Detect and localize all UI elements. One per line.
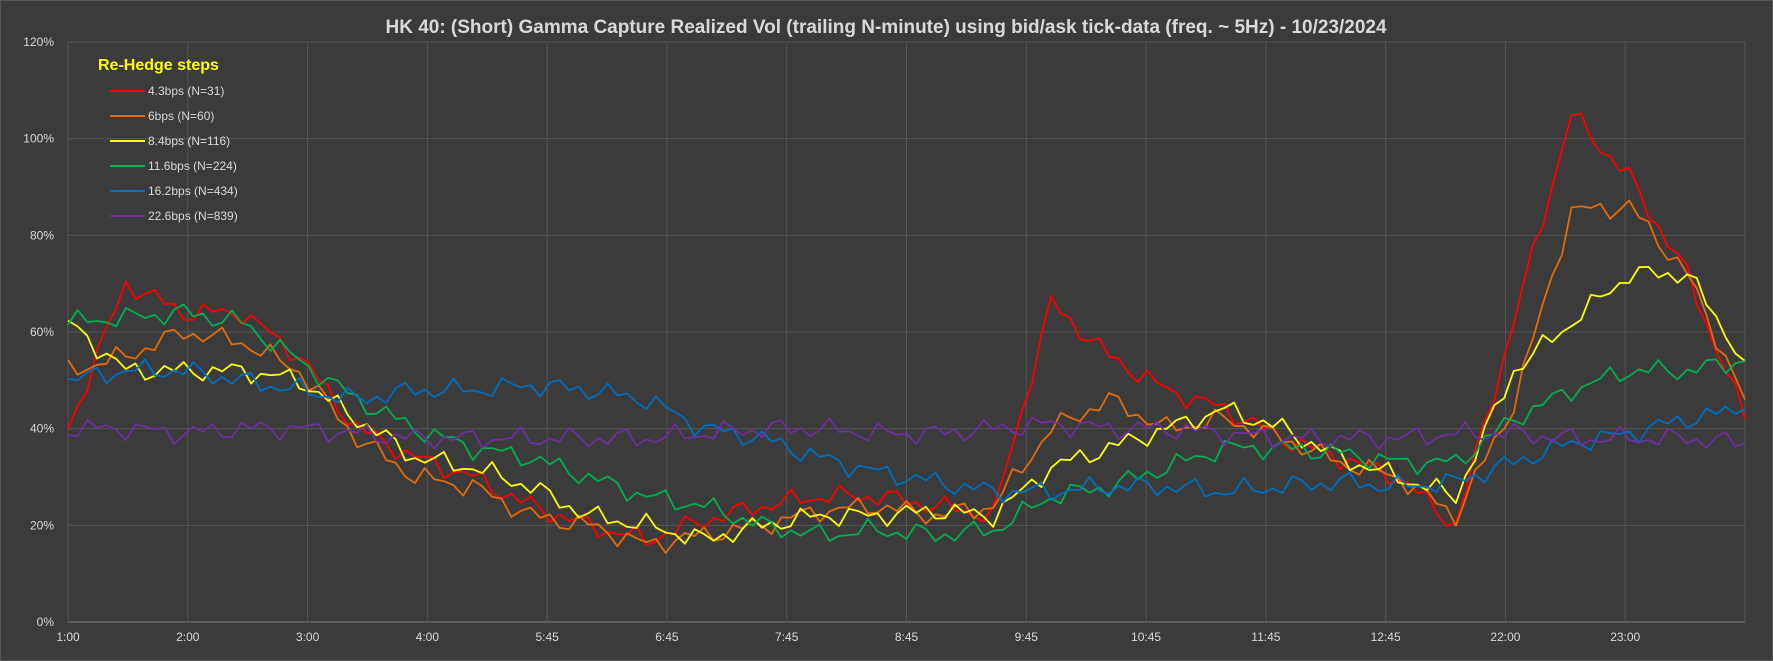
series-line-3	[67, 265, 1746, 545]
x-tick-label: 4:00	[416, 630, 440, 644]
legend-label: 8.4bps (N=116)	[148, 134, 230, 148]
legend-label: 4.3bps (N=31)	[148, 84, 224, 98]
y-tick-label: 40%	[30, 422, 54, 436]
x-tick-label: 11:45	[1251, 630, 1280, 644]
axes: 0% 20% 40% 60% 80% 100% 120% 1:00 2:00 3:00 4:00 5:…	[23, 35, 1640, 644]
x-tick-label: 7:45	[775, 630, 799, 644]
y-tick-label: 20%	[30, 518, 54, 532]
series-line-6	[67, 416, 1746, 450]
x-tick-label: 1:00	[56, 630, 80, 644]
y-tick-label: 0%	[37, 615, 55, 629]
legend-label: 16.2bps (N=434)	[148, 184, 238, 198]
legend-label: 11.6bps (N=224)	[148, 159, 237, 173]
chart-title: HK 40: (Short) Gamma Capture Realized Vo…	[385, 17, 1386, 38]
y-tick-label: 60%	[30, 325, 54, 339]
series-lines	[67, 112, 1746, 554]
legend-label: 6bps (N=60)	[148, 109, 214, 123]
x-tick-label: 9:45	[1015, 630, 1039, 644]
series-line-2	[67, 199, 1746, 554]
x-tick-label: 6:45	[655, 630, 679, 644]
x-tick-label: 22:00	[1490, 630, 1520, 644]
series-line-5	[67, 358, 1746, 504]
x-tick-label: 2:00	[176, 630, 200, 644]
series-line-4	[67, 303, 1746, 543]
y-tick-label: 100%	[23, 132, 54, 146]
grid	[67, 41, 1746, 623]
legend: Re-Hedge steps 4.3bps (N=31) 6bps (N=60) 8…	[98, 57, 238, 223]
x-tick-label: 8:45	[895, 630, 919, 644]
legend-label: 22.6bps (N=839)	[148, 209, 238, 223]
y-tick-label: 80%	[30, 228, 54, 242]
x-tick-label: 23:00	[1610, 630, 1640, 644]
legend-title: Re-Hedge steps	[98, 57, 219, 74]
x-tick-label: 3:00	[296, 630, 320, 644]
x-tick-label: 12:45	[1371, 630, 1401, 644]
x-tick-label: 10:45	[1131, 630, 1161, 644]
y-tick-label: 120%	[23, 35, 54, 49]
x-tick-label: 5:45	[535, 630, 559, 644]
